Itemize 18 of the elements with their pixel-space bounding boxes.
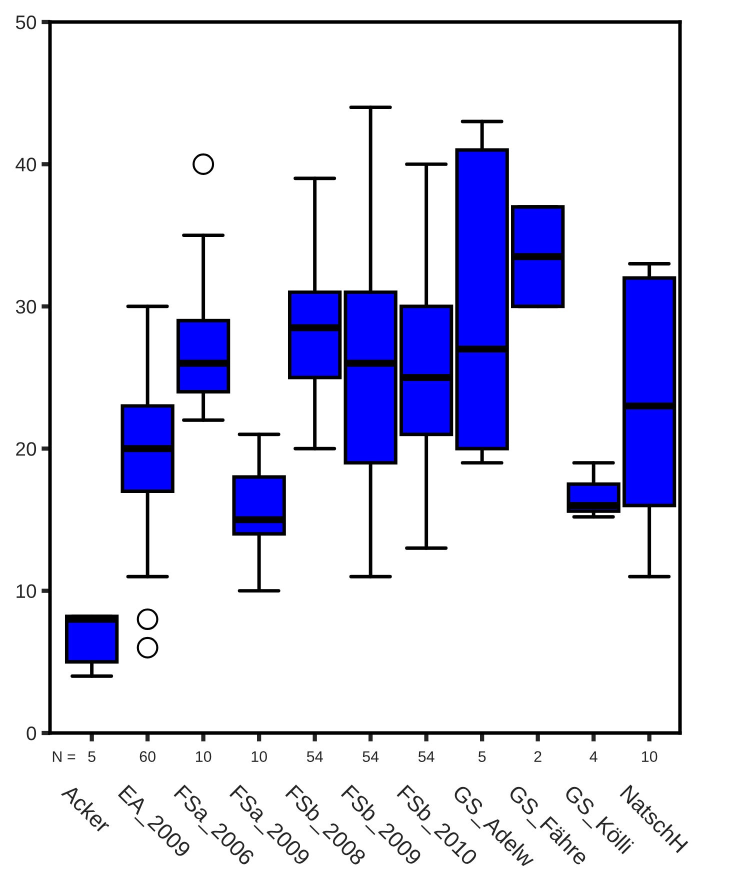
text: 60 <box>140 751 156 762</box>
text: 5 <box>88 751 96 762</box>
text: 5 <box>478 751 486 762</box>
text: 54 <box>362 751 379 762</box>
y-tick-label: 10 <box>16 584 36 598</box>
y-tick-label: 30 <box>16 300 36 314</box>
y-tick-label: 0 <box>26 726 36 740</box>
y-tick-label: 20 <box>16 442 36 456</box>
text: N = <box>52 751 76 762</box>
text: 2 <box>534 751 542 762</box>
y-tick-label: 50 <box>16 15 36 30</box>
text: 54 <box>306 751 323 762</box>
text: 10 <box>642 751 658 762</box>
text: 4 <box>590 751 598 762</box>
text: 10 <box>252 751 267 762</box>
text: 54 <box>418 751 434 762</box>
text: 10 <box>196 751 212 762</box>
y-tick-label: 40 <box>16 158 36 172</box>
